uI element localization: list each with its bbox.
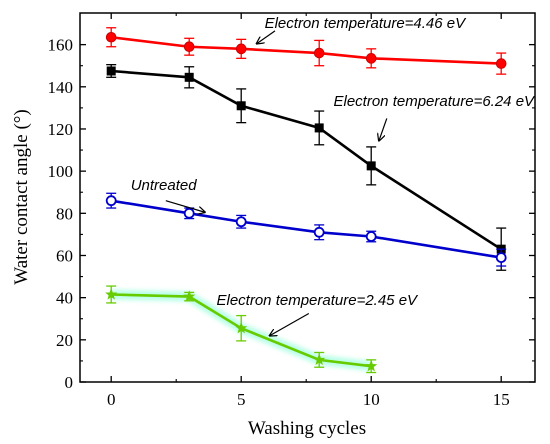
data-point (105, 31, 117, 43)
data-point (365, 53, 377, 64)
series-2.45 (105, 285, 378, 374)
x-axis-title: Washing cycles (248, 418, 366, 439)
annotation-arrow (165, 200, 205, 213)
annotation-6.24: Electron temperature=6.24 eV (334, 93, 537, 141)
y-axis-title: Water contact angle (°) (11, 109, 32, 284)
x-axis-ticks: 0 5 10 15 (107, 13, 510, 409)
series-line (111, 35, 502, 65)
annotation-label: Electron temperature=2.45 eV (217, 292, 420, 309)
y-axis-ticks: 0 20 40 60 80 100 120 140 160 (48, 36, 535, 392)
data-point (313, 47, 325, 59)
data-point (184, 72, 194, 82)
y-tick-label: 80 (56, 204, 73, 223)
y-tick-label: 160 (48, 36, 74, 55)
series-4.46 (105, 27, 507, 75)
annotation-label: Untreated (131, 177, 198, 194)
annotation-untreated: Untreated (131, 177, 205, 212)
series-line (110, 199, 502, 259)
y-tick-label: 40 (56, 289, 73, 308)
series-line (111, 69, 502, 251)
data-point (365, 359, 378, 372)
y-tick-label: 20 (56, 331, 73, 350)
data-point (235, 43, 247, 55)
annotation-label: Electron temperature=6.24 eV (334, 93, 537, 110)
data-point (183, 290, 196, 302)
data-point (313, 226, 325, 238)
x-tick-label: 15 (493, 390, 510, 409)
x-tick-label: 10 (363, 390, 380, 409)
data-point (183, 207, 195, 219)
data-point (105, 195, 117, 207)
y-tick-label: 120 (48, 120, 74, 139)
y-tick-label: 140 (48, 78, 74, 97)
annotation-arrow (379, 118, 388, 140)
data-point (313, 353, 326, 366)
data-point (235, 216, 247, 228)
data-point (235, 321, 248, 334)
annotation-arrow (270, 312, 310, 335)
x-tick-label: 5 (237, 390, 246, 409)
y-tick-label: 60 (56, 246, 73, 265)
data-point (365, 231, 377, 242)
series-6.24 (106, 64, 507, 271)
data-point (495, 252, 507, 263)
data-point (105, 288, 118, 300)
data-point (366, 161, 376, 171)
annotation-2.45: Electron temperature=2.45 eV (217, 292, 420, 336)
y-tick-label: 0 (65, 373, 74, 392)
data-point (106, 66, 116, 76)
data-point (236, 101, 246, 111)
annotation-label: Electron temperature=4.46 eV (265, 15, 468, 32)
annotation-layer: Electron temperature=4.46 eV Electron tem… (131, 15, 536, 336)
x-tick-label: 0 (107, 390, 116, 409)
series-untreated (105, 192, 507, 267)
annotation-4.46: Electron temperature=4.46 eV (257, 15, 467, 44)
data-point (314, 123, 324, 133)
plot-frame (79, 12, 536, 383)
series-layer (105, 27, 507, 374)
data-point (183, 41, 195, 53)
y-tick-label: 100 (48, 162, 74, 181)
annotation-arrow (257, 30, 276, 44)
data-point (495, 58, 507, 69)
